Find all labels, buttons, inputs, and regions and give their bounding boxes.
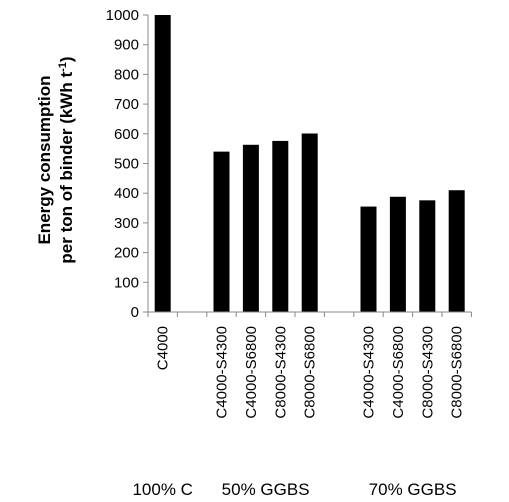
y-axis: 0 100 200 300 400 500 600 700 800 900 1000 bbox=[106, 7, 149, 321]
bars bbox=[154, 15, 465, 312]
x-category-label: C8000-S4300 bbox=[272, 326, 289, 419]
x-category-label: C8000-S6800 bbox=[302, 326, 319, 419]
y-tick-label: 100 bbox=[114, 274, 139, 291]
x-category-label: C4000-S6800 bbox=[390, 326, 407, 419]
x-category-label: C4000 bbox=[155, 326, 172, 370]
x-category-label: C4000-S6800 bbox=[243, 326, 260, 419]
y-tick-label: 700 bbox=[114, 96, 139, 113]
bar bbox=[389, 196, 406, 312]
bar bbox=[154, 15, 171, 312]
group-label: 50% GGBS bbox=[222, 480, 310, 499]
bar bbox=[213, 151, 230, 312]
x-axis bbox=[147, 311, 472, 317]
bar bbox=[419, 200, 436, 312]
y-axis-title: Energy consumption per ton of binder (kW… bbox=[35, 56, 76, 263]
category-labels: C4000 C4000-S4300 C4000-S6800 C8000-S4300 C8… bbox=[155, 326, 466, 419]
y-tick-label: 600 bbox=[114, 126, 139, 143]
group-label: 70% GGBS bbox=[369, 480, 457, 499]
y-axis-title-line2: per ton of binder (kWh t-1) bbox=[57, 56, 76, 263]
y-tick-label: 800 bbox=[114, 66, 139, 83]
y-tick-label: 400 bbox=[114, 185, 139, 202]
group-labels: 100% C 50% GGBS 70% GGBS bbox=[132, 480, 456, 499]
y-tick-label: 300 bbox=[114, 215, 139, 232]
x-category-label: C8000-S4300 bbox=[419, 326, 436, 419]
y-tick-label: 900 bbox=[114, 37, 139, 54]
y-tick-label: 0 bbox=[131, 304, 139, 321]
bar bbox=[360, 206, 377, 312]
bar bbox=[272, 140, 289, 312]
x-category-label: C4000-S4300 bbox=[361, 326, 378, 419]
bar bbox=[448, 190, 465, 312]
y-tick-label: 1000 bbox=[106, 7, 139, 24]
group-label: 100% C bbox=[132, 480, 192, 499]
x-category-label: C8000-S6800 bbox=[449, 326, 466, 419]
y-tick-label: 200 bbox=[114, 245, 139, 262]
x-category-label: C4000-S4300 bbox=[214, 326, 231, 419]
y-axis-title-line1: Energy consumption bbox=[35, 75, 54, 244]
bar bbox=[301, 133, 318, 312]
y-tick-label: 500 bbox=[114, 156, 139, 173]
bar bbox=[242, 144, 259, 312]
